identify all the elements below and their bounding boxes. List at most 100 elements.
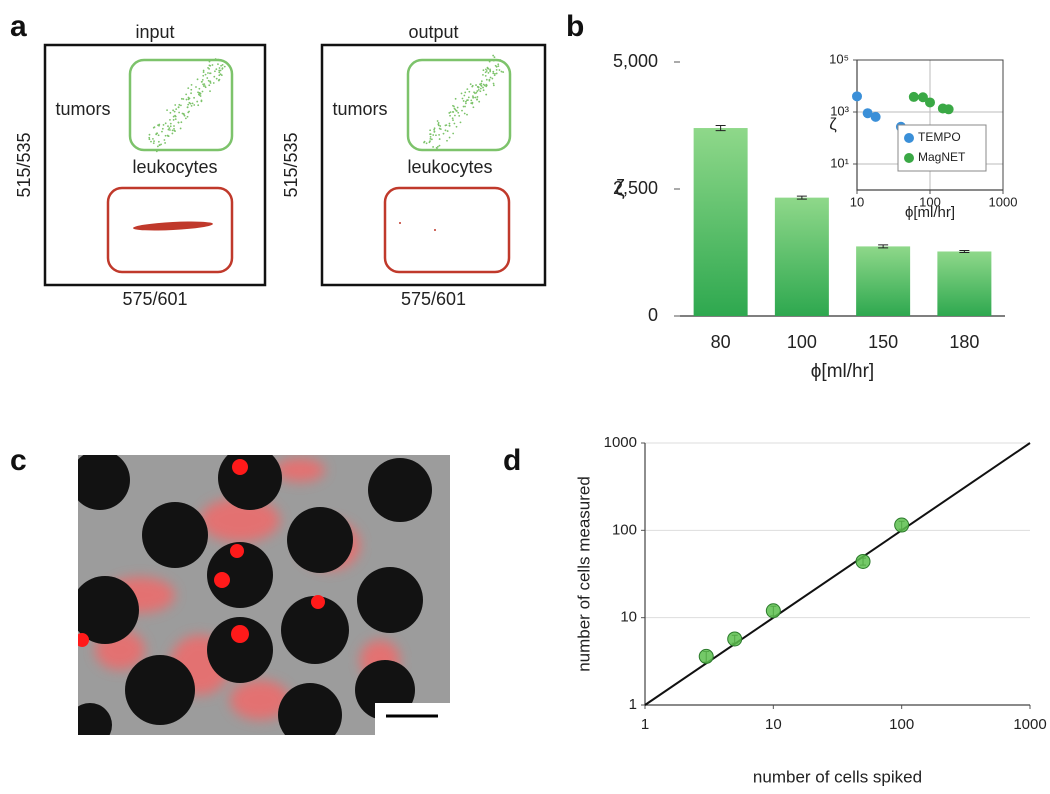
cell-dot [430,138,433,141]
cell-dot [458,114,461,117]
cell-dot [493,56,496,59]
cell-dot [174,118,177,121]
cell-dot [491,77,494,80]
cell-dot [173,127,175,130]
point [943,104,954,115]
cell-dot [219,73,222,76]
cell-dot [470,99,473,102]
cell-dot [201,90,204,93]
cell-dot [480,80,483,83]
cell-dot [462,105,465,108]
error-bar [959,249,970,253]
cell-dot [454,114,456,117]
cell-dot [202,69,205,72]
cell-dot [497,63,500,66]
cell-dot [180,97,183,100]
cell-dot [190,84,193,86]
cell-dot [488,78,491,81]
cell-dot [178,103,181,106]
cell-dot [497,65,500,68]
cell-dot [211,64,214,66]
gate-label: tumors [55,99,110,119]
x-tick-label: 100 [919,194,941,209]
cell-dot [482,89,485,92]
cell-dot [218,69,221,72]
cell-dot [169,111,172,114]
cell-dot [164,134,167,137]
cell-dot [190,88,193,91]
legend-label: TEMPO [918,130,961,144]
cell-dot [153,126,156,129]
error-bar [715,125,726,132]
cell-dot [175,108,178,111]
cell-dot [425,142,428,145]
cell-dot [217,63,219,66]
cell-dot [172,115,175,118]
cell-dot [209,64,212,67]
cell-dot [157,140,160,143]
cell-dot [464,91,467,94]
cell-dot [446,130,449,132]
cell-dot [438,138,441,140]
cell-dot [477,86,480,89]
cell-dot [156,145,159,148]
cell-dot [204,85,206,87]
cell-dot [492,70,495,73]
cell-dot [464,102,467,105]
cell-dot [218,74,221,77]
cell-dot [168,127,171,130]
cell-dot [471,102,474,105]
plot-frame [856,59,1004,191]
x-tick-label: 1 [641,716,649,733]
cell-dot [178,111,181,114]
cell-dot [435,134,437,137]
cell-dot [446,139,448,142]
point [925,97,935,108]
x-tick-label: 100 [889,716,914,733]
cell-dot [161,130,163,133]
cell-dot [180,104,182,107]
y-axis-label: 515/535 [14,132,34,197]
cell-dot [189,102,192,105]
cell-dot [464,105,466,108]
y-tick-label: 2,500 [613,178,658,198]
y-tick-label: 100 [612,521,637,538]
cell-dot [494,72,496,75]
cell-dot [474,96,477,99]
cell-dot [158,144,161,147]
cell-dot [487,71,490,74]
cell-dot [438,134,440,136]
cell-dot [177,121,180,124]
cell-dot [160,143,162,146]
cell-dot [487,67,489,70]
cell-dot [463,112,466,115]
cell-dot [219,69,222,72]
cell-dot [448,124,451,127]
cell-dot [217,79,220,82]
cell-dot [457,111,460,114]
point [855,553,871,569]
cell-dot [479,83,481,86]
cell-dot [182,98,185,100]
cell-dot [191,102,194,105]
cell-dot [461,97,464,100]
cell-dot [472,96,475,99]
panel-label: a [10,10,27,43]
cell-dot [480,82,483,85]
cell-dot [432,134,435,136]
cell-dot [204,73,207,76]
cell-dot [198,87,201,90]
cell-dot [452,119,454,121]
cell-dot [184,117,187,120]
point [765,603,781,619]
legend-marker [904,133,914,143]
cell-dot [466,88,469,91]
cell-dot [489,76,492,79]
x-axis-label: ϕ[ml/hr] [811,361,874,382]
cell-dot [196,78,199,81]
point [908,91,919,102]
cell-dot [181,112,184,115]
cell-dot [164,142,167,144]
cell-dot [429,135,432,138]
